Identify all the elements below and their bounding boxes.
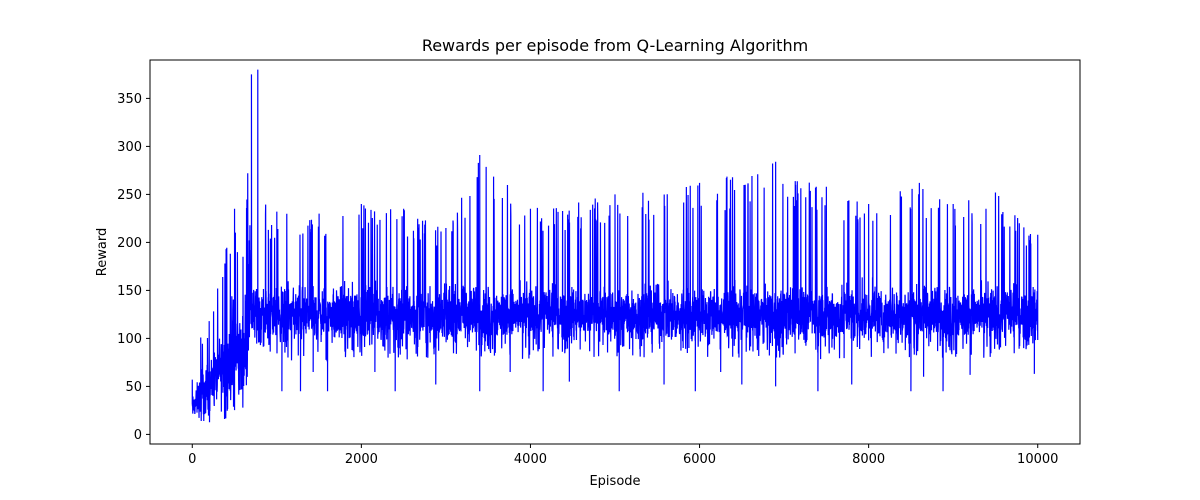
x-tick-label: 0 — [188, 452, 196, 467]
y-tick-label: 350 — [117, 92, 142, 107]
y-axis-label: Reward — [95, 228, 110, 276]
series-layer — [191, 69, 1039, 423]
x-tick-label: 6000 — [683, 452, 716, 467]
y-tick-label: 150 — [117, 284, 142, 299]
y-tick-label: 100 — [117, 332, 142, 347]
series-line — [191, 69, 1039, 423]
axes-frame — [149, 59, 1081, 445]
y-axis: 0 50 100 150 200 250 300 350 — [117, 92, 150, 443]
x-tick-label: 8000 — [852, 452, 885, 467]
x-tick-label: 4000 — [514, 452, 547, 467]
x-tick-label: 2000 — [345, 452, 378, 467]
y-tick-label: 0 — [134, 428, 142, 443]
chart-title: Rewards per episode from Q-Learning Algo… — [422, 36, 808, 55]
y-tick-label: 200 — [117, 236, 142, 251]
x-axis: 0 2000 4000 6000 8000 10000 — [188, 444, 1058, 467]
y-tick-label: 50 — [125, 380, 142, 395]
plot-area — [149, 59, 1081, 445]
y-tick-label: 300 — [117, 140, 142, 155]
x-axis-label: Episode — [589, 474, 640, 489]
y-tick-label: 250 — [117, 188, 142, 203]
x-tick-label: 10000 — [1017, 452, 1058, 467]
